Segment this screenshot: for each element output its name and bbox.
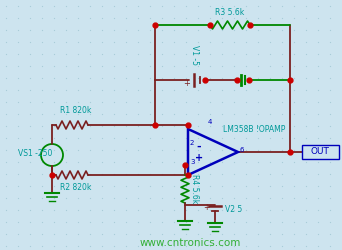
- Text: R4 5.6k: R4 5.6k: [190, 174, 199, 204]
- Text: VS1 -250: VS1 -250: [18, 148, 52, 158]
- Text: R3 5.6k: R3 5.6k: [215, 8, 245, 17]
- Text: 3: 3: [190, 159, 195, 165]
- Text: 4: 4: [208, 119, 212, 125]
- Text: R1 820k: R1 820k: [60, 106, 91, 115]
- Text: 6: 6: [240, 147, 245, 153]
- Text: V2 5: V2 5: [225, 204, 242, 214]
- Text: 2: 2: [190, 140, 194, 146]
- Text: www.cntronics.com: www.cntronics.com: [139, 238, 241, 248]
- Text: -: -: [196, 141, 201, 151]
- Text: +: +: [203, 204, 209, 212]
- FancyBboxPatch shape: [302, 144, 339, 158]
- Text: OUT: OUT: [311, 148, 329, 156]
- Text: +: +: [195, 153, 203, 163]
- Text: R2 820k: R2 820k: [60, 183, 91, 192]
- Text: LM358B !OPAMP: LM358B !OPAMP: [223, 126, 285, 134]
- Text: +: +: [183, 80, 190, 88]
- Text: V1 -5: V1 -5: [190, 45, 199, 65]
